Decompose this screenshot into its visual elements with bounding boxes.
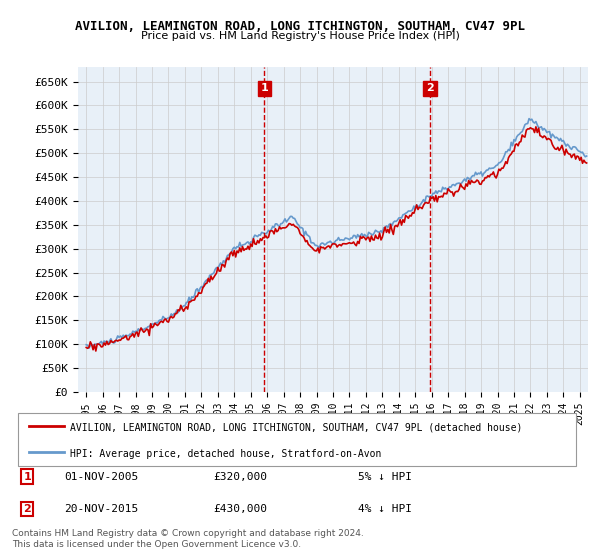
Text: AVILION, LEAMINGTON ROAD, LONG ITCHINGTON, SOUTHAM, CV47 9PL: AVILION, LEAMINGTON ROAD, LONG ITCHINGTO… [75,20,525,32]
Text: Price paid vs. HM Land Registry's House Price Index (HPI): Price paid vs. HM Land Registry's House … [140,31,460,41]
Text: 1: 1 [23,472,31,482]
Text: 20-NOV-2015: 20-NOV-2015 [64,504,138,514]
Text: £430,000: £430,000 [214,504,268,514]
Text: £320,000: £320,000 [214,472,268,482]
Text: 5% ↓ HPI: 5% ↓ HPI [358,472,412,482]
Text: 01-NOV-2005: 01-NOV-2005 [64,472,138,482]
Text: 2: 2 [23,504,31,514]
Text: HPI: Average price, detached house, Stratford-on-Avon: HPI: Average price, detached house, Stra… [70,449,381,459]
Text: 1: 1 [260,83,268,94]
Text: AVILION, LEAMINGTON ROAD, LONG ITCHINGTON, SOUTHAM, CV47 9PL (detached house): AVILION, LEAMINGTON ROAD, LONG ITCHINGTO… [70,422,522,432]
FancyBboxPatch shape [18,413,577,466]
Text: 4% ↓ HPI: 4% ↓ HPI [358,504,412,514]
Text: 2: 2 [426,83,434,94]
Text: Contains HM Land Registry data © Crown copyright and database right 2024.
This d: Contains HM Land Registry data © Crown c… [12,529,364,549]
